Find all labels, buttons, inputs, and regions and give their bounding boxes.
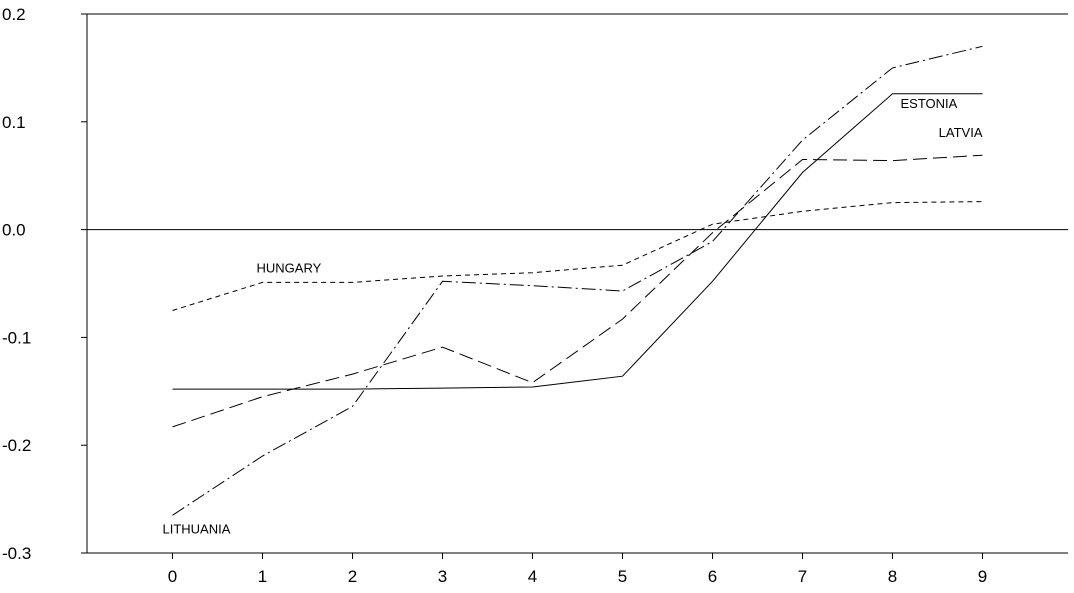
x-tick-label: 6 [708,567,717,586]
x-tick-label: 7 [798,567,807,586]
x-tick-label: 0 [168,567,177,586]
series-line-lithuania [172,45,983,516]
y-tick-label: 0.0 [2,221,26,240]
series-label-lithuania: LITHUANIA [163,521,231,536]
series-line-latvia [172,154,983,428]
series-label-hungary: HUNGARY [257,260,322,275]
series-labels: ESTONIA LATVIA HUNGARY LITHUANIA [163,96,983,536]
y-tick-label: -0.1 [2,328,31,347]
axes [86,13,1068,554]
series-line-hungary [172,201,983,311]
y-tick-label: 0.2 [2,5,26,24]
series-lines [172,45,983,516]
series-line-estonia [172,93,983,390]
y-tick-label: -0.2 [2,436,31,455]
series-label-estonia: ESTONIA [901,96,958,111]
x-tick-label: 1 [258,567,267,586]
x-tick-label: 9 [978,567,987,586]
x-tick-label: 5 [618,567,627,586]
x-tick-label: 8 [888,567,897,586]
x-tick-label: 3 [438,567,447,586]
ticks: 0.2 0.1 0.0 -0.1 -0.2 -0.3 0 1 2 3 4 5 6 7 8 9 [2,5,987,586]
series-label-latvia: LATVIA [939,125,983,140]
x-tick-label: 4 [528,567,537,586]
y-tick-label: 0.1 [2,113,26,132]
y-tick-label: -0.3 [2,544,31,563]
x-tick-label: 2 [348,567,357,586]
